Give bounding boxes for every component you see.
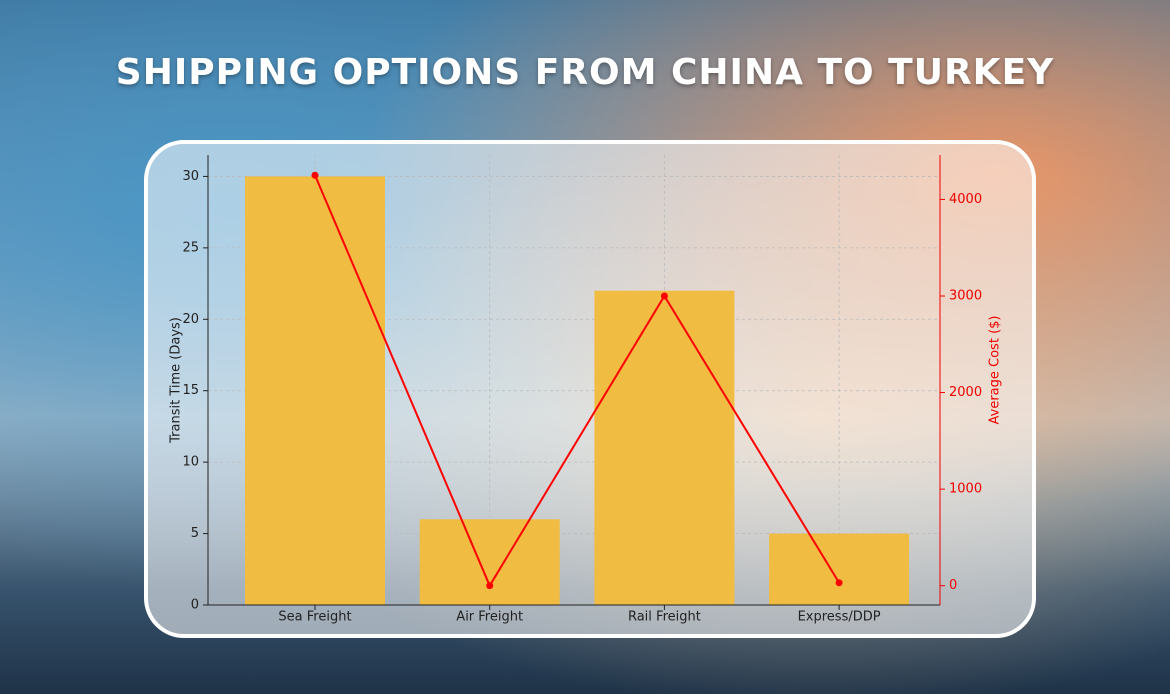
- x-tick-label: Air Freight: [456, 610, 523, 625]
- bar: [419, 519, 560, 605]
- y-tick-label: 5: [191, 526, 199, 541]
- x-tick-label: Sea Freight: [278, 610, 351, 625]
- page-title: SHIPPING OPTIONS FROM CHINA TO TURKEY: [115, 52, 1055, 93]
- x-tick-label: Express/DDP: [798, 610, 881, 625]
- line-point: [486, 582, 494, 590]
- y-tick-label: 0: [191, 598, 199, 613]
- y2-tick-label: 2000: [949, 385, 982, 400]
- y2-tick-label: 0: [949, 578, 957, 593]
- line: [314, 174, 840, 588]
- bar: [245, 176, 385, 605]
- y-tick-label: 30: [182, 169, 199, 184]
- y-tick-label: 15: [182, 383, 199, 398]
- y2-tick-label: 4000: [949, 192, 982, 207]
- bar: [769, 533, 910, 605]
- y2-tick-label: 3000: [949, 288, 982, 303]
- y2-tick-label: 1000: [949, 482, 982, 497]
- y2-axis-label: Average Cost ($): [988, 316, 1003, 425]
- x-tick-label: Rail Freight: [628, 610, 701, 625]
- line-point: [660, 292, 668, 300]
- bar: [594, 290, 735, 605]
- line-point: [835, 579, 843, 587]
- y-tick-label: 20: [182, 312, 199, 327]
- y-axis-label: Transit Time (Days): [169, 317, 184, 444]
- y-tick-label: 10: [182, 455, 199, 470]
- y-tick-label: 25: [182, 240, 199, 255]
- line-point: [311, 171, 319, 179]
